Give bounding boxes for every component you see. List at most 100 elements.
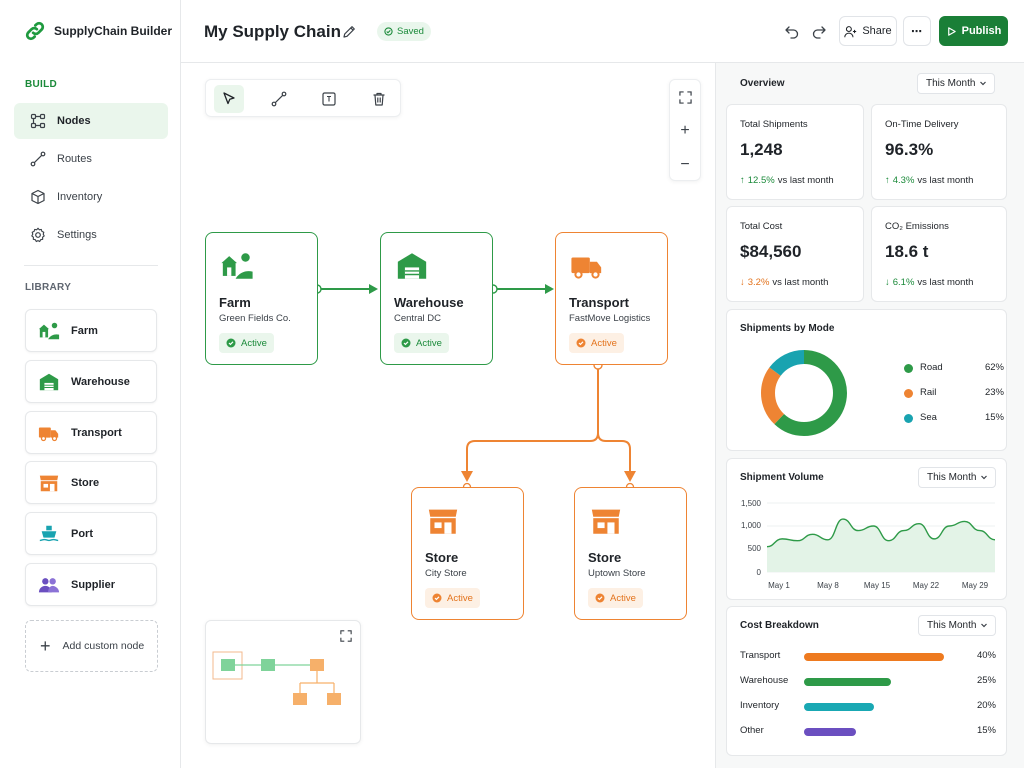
x-axis-labels: May 1 May 8 May 15 May 22 May 29 [768, 581, 989, 590]
share-label: Share [862, 25, 892, 37]
kpi-total-shipments: Total Shipments 1,248 ↑ 12.5% vs last mo… [726, 104, 864, 200]
expand-icon[interactable] [340, 630, 352, 642]
build-section-label: BUILD [25, 79, 58, 90]
node-subtitle: Green Fields Co. [219, 313, 291, 324]
pencil-icon[interactable] [341, 24, 357, 40]
fit-view-button[interactable] [670, 82, 700, 112]
edge-transport-stores[interactable] [461, 365, 636, 482]
cost-value: 20% [976, 700, 996, 711]
brand[interactable]: SupplyChain Builder [24, 20, 172, 42]
kpi-label: Total Shipments [740, 119, 808, 130]
text-box-icon [322, 92, 336, 106]
sidebar-item-label: Inventory [57, 191, 103, 203]
node-city-store[interactable]: Store City Store Active [411, 487, 524, 620]
undo-icon[interactable] [784, 23, 800, 39]
legend-value: 23% [984, 387, 1004, 398]
x-tick-label: May 29 [962, 581, 989, 590]
y-tick-label: 0 [757, 568, 762, 577]
library-section-label: LIBRARY [25, 282, 72, 293]
share-button[interactable]: Share [839, 16, 897, 46]
sidebar-item-settings[interactable]: Settings [14, 217, 168, 253]
status-badge: Active [425, 588, 480, 608]
y-tick-label: 1,000 [741, 521, 762, 530]
sidebar-item-nodes[interactable]: Nodes [14, 103, 168, 139]
kpi-value: 1,248 [740, 140, 783, 159]
sidebar-item-inventory[interactable]: Inventory [14, 179, 168, 215]
publish-button[interactable]: Publish [939, 16, 1008, 46]
x-tick-label: May 15 [864, 581, 891, 590]
zoom-out-button[interactable]: − [670, 150, 700, 180]
x-tick-label: May 8 [817, 581, 839, 590]
more-options-button[interactable]: ⋯ [903, 16, 931, 46]
redo-icon[interactable] [811, 23, 827, 39]
status-badge: Active [569, 333, 624, 353]
saved-status-label: Saved [397, 26, 424, 37]
cursor-icon [223, 92, 235, 105]
legend-value: 62% [984, 362, 1004, 373]
check-circle-icon [226, 338, 236, 348]
gear-icon [31, 227, 45, 243]
truck-icon [38, 427, 59, 441]
node-farm[interactable]: Farm Green Fields Co. Active [205, 232, 318, 365]
delete-tool-button[interactable] [364, 85, 394, 113]
legend-row-rail: Rail 23% [904, 387, 1004, 401]
library-item-label: Warehouse [71, 375, 130, 388]
cost-label: Warehouse [740, 675, 789, 686]
library-item-transport[interactable]: Transport [25, 411, 157, 454]
edge-warehouse-transport[interactable] [493, 284, 554, 294]
connect-tool-button[interactable] [264, 85, 294, 113]
status-label: Active [241, 337, 267, 349]
cost-period-select[interactable]: This Month [918, 615, 996, 636]
donut-slice-sea [761, 350, 847, 436]
arrow-up-icon: ↑ [740, 175, 745, 186]
sidebar-item-routes[interactable]: Routes [14, 141, 168, 177]
node-uptown-store[interactable]: Store Uptown Store Active [574, 487, 687, 620]
flow-canvas[interactable]: + − Farm Green Fields Co. Active [181, 63, 716, 768]
x-tick-label: May 1 [768, 581, 790, 590]
library-item-farm[interactable]: Farm [25, 309, 157, 352]
library-item-store[interactable]: Store [25, 461, 157, 504]
node-subtitle: Central DC [394, 313, 441, 324]
library-item-supplier[interactable]: Supplier [25, 563, 157, 606]
zoom-in-button[interactable]: + [670, 116, 700, 146]
minimap-preview [212, 651, 341, 705]
text-tool-button[interactable] [314, 85, 344, 113]
sidebar-item-label: Nodes [57, 115, 91, 127]
volume-period-select[interactable]: This Month [918, 467, 996, 488]
cost-label: Other [740, 725, 764, 736]
kpi-trend: ↑ 12.5% vs last month [740, 175, 834, 186]
legend-row-sea: Sea 15% [904, 412, 1004, 426]
period-value: This Month [926, 78, 976, 89]
nodes-icon [30, 113, 46, 129]
node-warehouse[interactable]: Warehouse Central DC Active [380, 232, 493, 365]
node-transport[interactable]: Transport FastMove Logistics Active [555, 232, 668, 365]
add-custom-node-button[interactable]: + Add custom node [25, 620, 158, 672]
select-tool-button[interactable] [214, 85, 244, 113]
library-item-port[interactable]: Port [25, 512, 157, 555]
chain-link-icon [25, 21, 45, 41]
volume-line [766, 518, 996, 548]
kpi-trend: ↓ 6.1% vs last month [885, 277, 973, 288]
edge-farm-warehouse[interactable] [317, 284, 378, 294]
status-badge: Active [219, 333, 274, 353]
overview-title: Overview [740, 78, 785, 89]
cost-bar [804, 728, 857, 736]
truck-icon [571, 257, 602, 279]
warehouse-icon [39, 373, 59, 390]
kpi-value: 18.6 t [885, 242, 929, 261]
overview-period-select[interactable]: This Month [917, 73, 995, 94]
cost-value: 25% [976, 675, 996, 686]
legend-label: Rail [920, 387, 937, 398]
y-axis-labels: 1,500 1,000 500 0 [741, 499, 762, 577]
library-item-warehouse[interactable]: Warehouse [25, 360, 157, 403]
cost-row-inventory: Inventory 20% [740, 700, 996, 714]
y-tick-label: 1,500 [741, 499, 762, 508]
check-circle-icon [576, 338, 586, 348]
node-subtitle: City Store [425, 568, 467, 579]
status-label: Active [447, 592, 473, 604]
plus-icon: + [40, 636, 51, 656]
minimap[interactable] [205, 620, 361, 744]
library-item-label: Store [71, 476, 100, 489]
period-value: This Month [927, 472, 977, 483]
app-name: SupplyChain Builder [54, 24, 173, 38]
